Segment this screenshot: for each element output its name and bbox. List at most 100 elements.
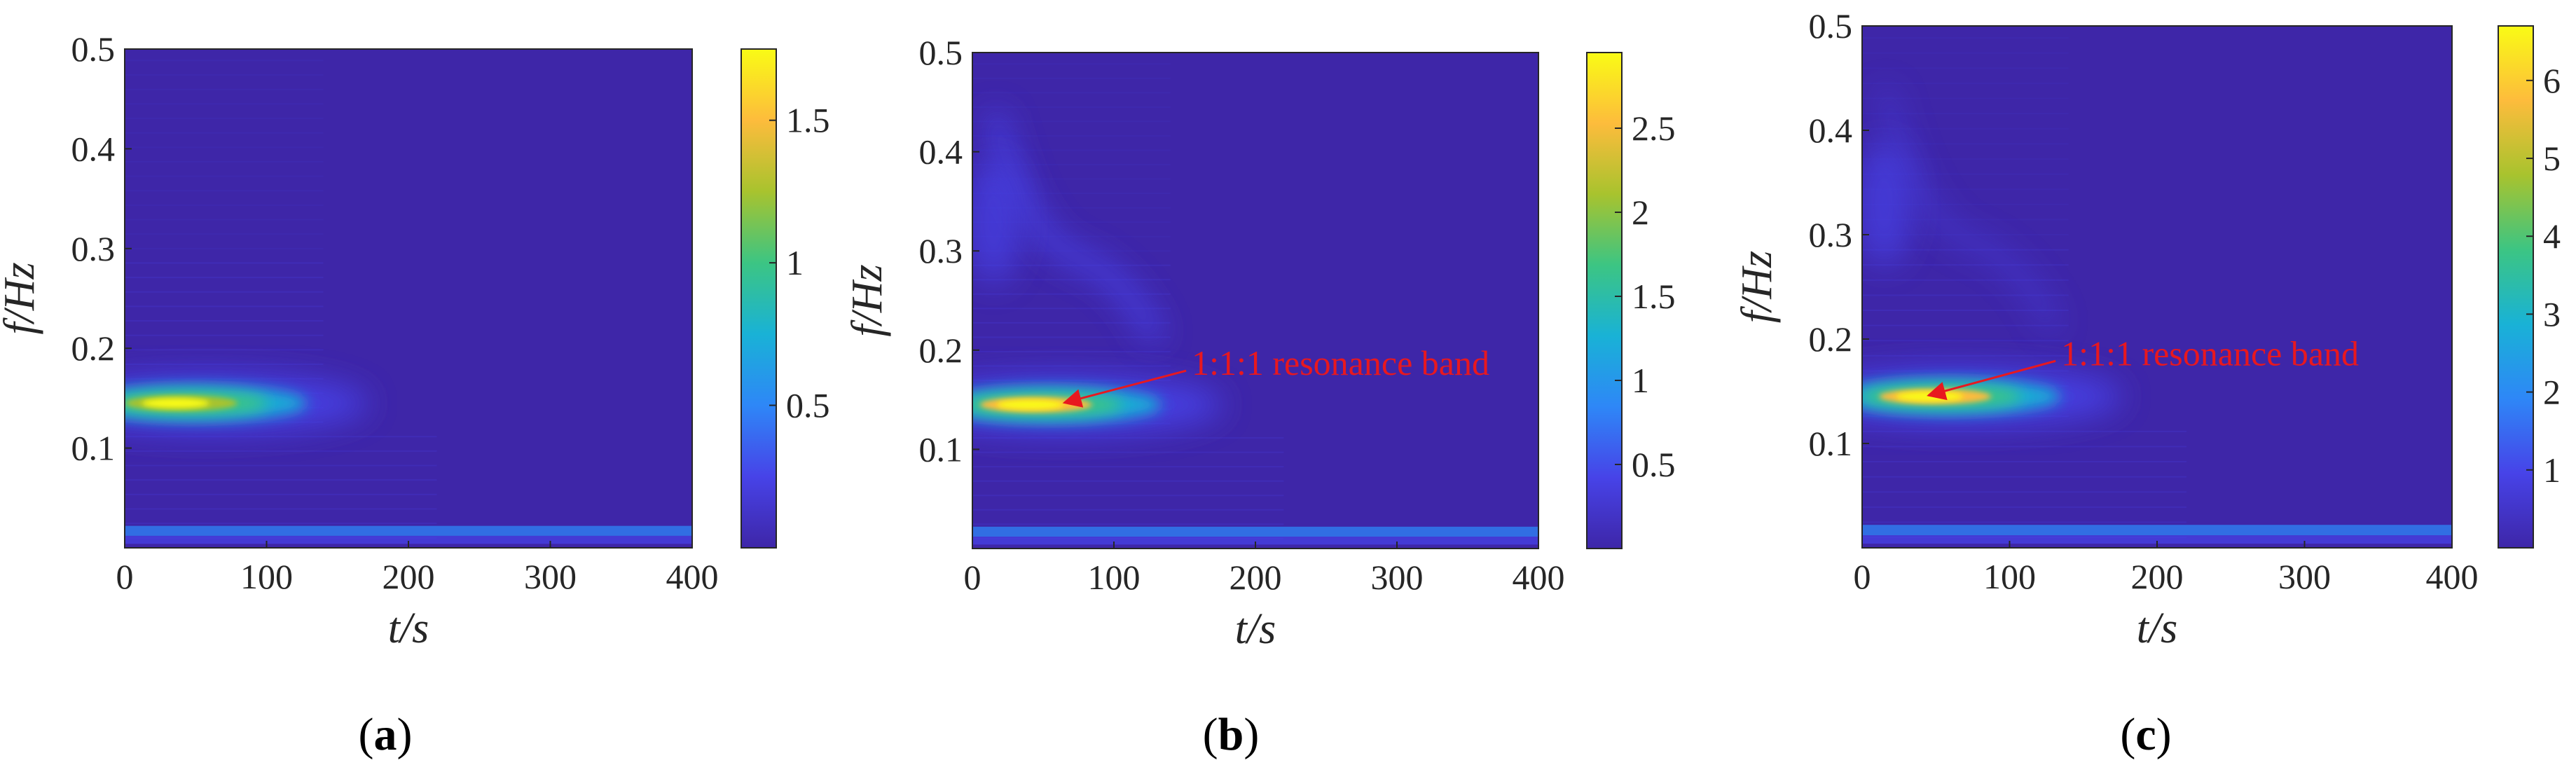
heatmap-secondary-glow bbox=[972, 158, 1022, 284]
x-tick-label: 400 bbox=[2426, 557, 2479, 596]
heatmap-streak bbox=[125, 204, 324, 206]
colorbar-tick-label: 1 bbox=[2543, 450, 2561, 490]
heatmap-streak bbox=[972, 235, 1171, 237]
colorbar-frame bbox=[1586, 52, 1623, 549]
heatmap-streak bbox=[972, 437, 1284, 439]
heatmap-resonance-peak bbox=[1896, 391, 1964, 401]
panel-b: 0 100 200 300 400 0.1 0.2 0.3 0.4 0.5 0.5 1 1.5 2 2.… bbox=[843, 33, 1676, 760]
panel-a-x-ticks: 0 100 200 300 400 bbox=[116, 541, 719, 596]
heatmap-streak bbox=[1862, 143, 2069, 145]
heatmap-streak bbox=[125, 363, 324, 365]
x-tick-label: 0 bbox=[964, 558, 982, 597]
heatmap-streak bbox=[1862, 521, 2187, 523]
heatmap-streak bbox=[125, 493, 437, 495]
panel-b-colorbar bbox=[1586, 52, 1623, 549]
heatmap-streak bbox=[125, 262, 324, 264]
heatmap-streak bbox=[972, 63, 1171, 65]
colorbar-tick-label: 1.5 bbox=[1632, 277, 1676, 316]
x-tick-label: 200 bbox=[383, 557, 435, 596]
colorbar-tick-label: 4 bbox=[2543, 216, 2561, 256]
heatmap-streak bbox=[1862, 203, 2069, 205]
heatmap-streak bbox=[1862, 461, 2187, 463]
x-tick-label: 100 bbox=[240, 557, 293, 596]
panel-b-caption-letter: b bbox=[1218, 709, 1244, 760]
annotation-text: 1:1:1 resonance band bbox=[1192, 343, 1489, 382]
heatmap-streak bbox=[972, 120, 1171, 123]
panel-c-colorbar-ticks: 1 2 3 4 5 6 bbox=[2526, 61, 2561, 490]
heatmap-streak bbox=[1862, 340, 2069, 342]
x-tick-label: 100 bbox=[1983, 557, 2036, 596]
x-tick-label: 0 bbox=[116, 557, 134, 596]
heatmap-field bbox=[125, 49, 692, 548]
annotation-text: 1:1:1 resonance band bbox=[2061, 333, 2359, 373]
heatmap-low-frequency-band bbox=[125, 535, 692, 544]
colorbar-gradient bbox=[1587, 53, 1622, 549]
panel-a-caption-letter: a bbox=[374, 709, 397, 760]
x-tick-label: 100 bbox=[1088, 558, 1141, 597]
colorbar-tick-label: 1.5 bbox=[786, 101, 830, 140]
heatmap-streak bbox=[1862, 324, 2069, 326]
colorbar-gradient bbox=[741, 49, 776, 548]
heatmap-low-frequency-band bbox=[1862, 535, 2452, 544]
heatmap-streak bbox=[972, 149, 1171, 151]
colorbar-tick-label: 5 bbox=[2543, 139, 2561, 178]
heatmap-streak bbox=[972, 135, 1171, 137]
colorbar-tick-label: 1 bbox=[1632, 361, 1649, 400]
heatmap-streak bbox=[972, 322, 1171, 324]
y-tick-label: 0.4 bbox=[1809, 111, 1853, 150]
heatmap-streak bbox=[125, 132, 324, 134]
panel-c-y-ticks: 0.1 0.2 0.3 0.4 0.5 bbox=[1809, 6, 1869, 463]
heatmap-secondary-glow bbox=[1862, 140, 1913, 267]
y-tick-label: 0.1 bbox=[71, 429, 116, 468]
panel-b-y-label: f/Hz bbox=[843, 264, 891, 336]
y-tick-label: 0.2 bbox=[1809, 319, 1853, 359]
heatmap-streak bbox=[972, 480, 1284, 482]
panel-a-colorbar bbox=[741, 48, 777, 549]
heatmap-streak bbox=[972, 509, 1284, 511]
heatmap-streak bbox=[125, 464, 437, 467]
panel-b-x-ticks: 0 100 200 300 400 bbox=[964, 542, 1565, 597]
heatmap-streak bbox=[125, 305, 324, 308]
y-tick-label: 0.3 bbox=[1809, 215, 1853, 254]
heatmap-streak bbox=[1862, 113, 2069, 115]
panel-b-annotation: 1:1:1 resonance band bbox=[1062, 343, 1489, 408]
heatmap-streak bbox=[125, 233, 324, 235]
heatmap-streak bbox=[972, 164, 1171, 166]
heatmap-streak bbox=[1862, 173, 2069, 175]
heatmap-streak bbox=[972, 193, 1171, 195]
panel-a-colorbar-ticks: 0.5 1 1.5 bbox=[769, 101, 830, 425]
panel-b-caption: (b) bbox=[1203, 709, 1260, 760]
heatmap-streak bbox=[125, 334, 324, 336]
heatmap-streak bbox=[1862, 52, 2069, 54]
colorbar-tick-label: 1 bbox=[786, 243, 804, 282]
heatmap-background bbox=[972, 53, 1538, 549]
panel-c-x-ticks: 0 100 200 300 400 bbox=[1854, 541, 2479, 596]
heatmap-streak bbox=[125, 291, 324, 293]
x-tick-label: 200 bbox=[1230, 558, 1282, 597]
colorbar-tick-label: 2 bbox=[1632, 193, 1649, 232]
y-tick-label: 0.4 bbox=[71, 129, 116, 168]
heatmap-low-frequency-band bbox=[972, 537, 1538, 545]
heatmap-streak bbox=[972, 106, 1171, 108]
y-tick-label: 0.3 bbox=[919, 231, 963, 270]
heatmap-streak bbox=[1862, 294, 2069, 296]
heatmap-streak bbox=[1862, 158, 2069, 160]
heatmap-streak bbox=[125, 146, 324, 149]
heatmap-streak bbox=[125, 219, 324, 221]
heatmap-low-frequency-band bbox=[125, 525, 692, 536]
heatmap-streak bbox=[1862, 127, 2069, 130]
colorbar-tick-label: 3 bbox=[2543, 294, 2561, 333]
heatmap-streak bbox=[1862, 446, 2187, 448]
y-tick-label: 0.4 bbox=[919, 132, 963, 172]
heatmap-streak bbox=[972, 336, 1171, 338]
colorbar-tick-label: 0.5 bbox=[786, 386, 830, 425]
panel-c: 0 100 200 300 400 0.1 0.2 0.3 0.4 0.5 1 2 3 4 5 6 1:1… bbox=[1733, 6, 2561, 760]
y-tick-label: 0.5 bbox=[71, 29, 116, 69]
panel-c-heatmap bbox=[1861, 25, 2453, 549]
colorbar-tick-label: 2.5 bbox=[1632, 109, 1676, 148]
heatmap-streak bbox=[1862, 249, 2069, 251]
heatmap-streak bbox=[125, 74, 324, 76]
heatmap-streak bbox=[125, 349, 324, 351]
colorbar-frame bbox=[2498, 25, 2534, 549]
y-tick-label: 0.5 bbox=[919, 33, 963, 72]
